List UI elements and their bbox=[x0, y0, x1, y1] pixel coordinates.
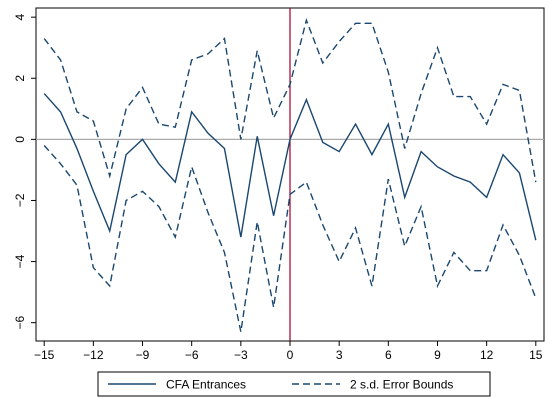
series-layer bbox=[43, 17, 537, 332]
x-tick-label: −12 bbox=[83, 348, 104, 362]
x-tick-label: −15 bbox=[34, 348, 55, 362]
y-axis: −6 −4 −2 0 2 4 bbox=[13, 14, 36, 330]
legend: CFA Entrances 2 s.d. Error Bounds bbox=[97, 371, 491, 397]
y-tick-label: 0 bbox=[13, 136, 27, 143]
x-tick-label: 9 bbox=[434, 348, 441, 362]
x-axis: −15 −12 −9 −6 −3 0 3 6 9 12 15 bbox=[34, 341, 543, 362]
x-tick-label: 15 bbox=[529, 348, 543, 362]
x-tick-label: 6 bbox=[385, 348, 392, 362]
cfa-entrances-line bbox=[43, 93, 537, 241]
y-tick-label: 2 bbox=[13, 75, 27, 82]
x-tick-label: −3 bbox=[234, 348, 248, 362]
y-tick-label: −2 bbox=[13, 193, 27, 207]
legend-label-error-bounds: 2 s.d. Error Bounds bbox=[350, 378, 453, 392]
x-tick-label: 3 bbox=[336, 348, 343, 362]
y-tick-label: 4 bbox=[13, 14, 27, 21]
y-tick-label: −6 bbox=[13, 316, 27, 330]
lower-error-bound-line bbox=[43, 145, 537, 332]
x-tick-label: 0 bbox=[287, 348, 294, 362]
legend-label-cfa-entrances: CFA Entrances bbox=[166, 378, 246, 392]
x-tick-label: −6 bbox=[185, 348, 199, 362]
x-tick-label: −9 bbox=[136, 348, 150, 362]
upper-error-bound-line bbox=[43, 17, 537, 183]
x-tick-label: 12 bbox=[480, 348, 494, 362]
y-tick-label: −4 bbox=[13, 254, 27, 268]
